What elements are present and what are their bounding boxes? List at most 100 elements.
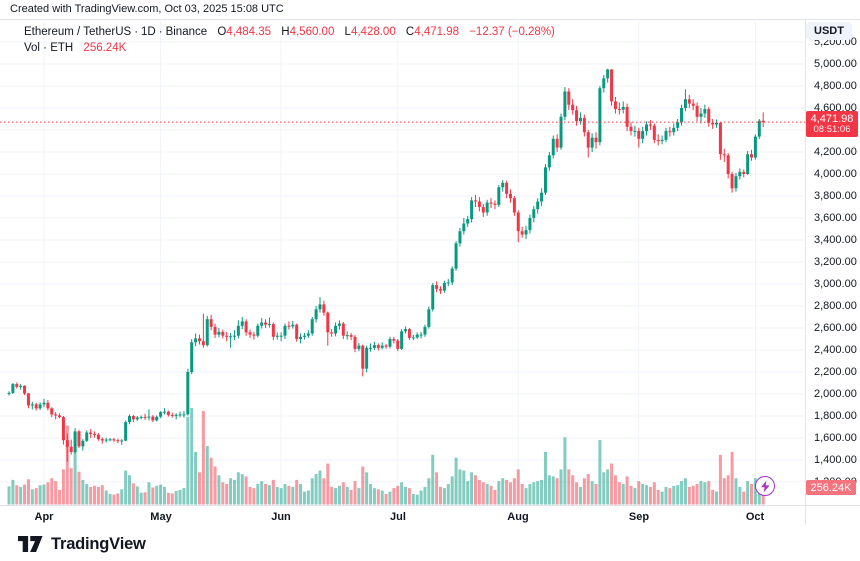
candle-wick <box>179 411 181 418</box>
volume-bar <box>458 469 462 505</box>
candle-body <box>69 446 73 453</box>
current-price-tag: 4,471.98 08:51:06 <box>806 111 858 137</box>
candle-body <box>707 109 711 123</box>
candle-body <box>26 393 30 406</box>
volume-bar <box>143 492 147 505</box>
flash-button[interactable] <box>755 476 775 496</box>
volume-bar <box>423 486 427 505</box>
volume-bar <box>594 484 598 505</box>
candle-body <box>559 116 563 148</box>
candle-body <box>575 110 579 122</box>
volume-bar <box>69 468 73 505</box>
candle-body <box>648 124 652 126</box>
candle-body <box>396 340 400 349</box>
candle-body <box>485 202 489 213</box>
volume-bar <box>742 491 746 505</box>
candle-body <box>30 404 34 406</box>
time-tick-label: Jul <box>390 511 406 523</box>
current-price-value: 4,471.98 <box>810 113 854 125</box>
volume-bar <box>734 478 738 505</box>
candle-body <box>124 422 128 441</box>
volume-bar <box>151 487 155 505</box>
volume-bar <box>155 485 159 505</box>
candle-body <box>598 88 602 143</box>
candle-body <box>625 106 629 127</box>
candle-body <box>750 154 754 158</box>
volume-bar <box>147 482 151 505</box>
chart-top-border <box>0 19 860 20</box>
volume-bar <box>715 491 719 505</box>
volume-bar <box>419 490 423 505</box>
candle-body <box>205 319 209 346</box>
price-tick-label: 3,600.00 <box>814 212 857 224</box>
volume-bar <box>100 485 104 505</box>
price-tick-label: 3,200.00 <box>814 256 857 268</box>
volume-bar <box>699 481 703 505</box>
volume-bar <box>61 469 65 505</box>
candle-body <box>450 268 454 283</box>
bar-countdown: 08:51:06 <box>813 124 851 135</box>
volume-bar <box>617 482 621 505</box>
candle-body <box>520 231 524 235</box>
candle-body <box>730 174 734 189</box>
volume-bar <box>547 475 551 505</box>
volume-study-title[interactable]: Vol · ETH <box>24 42 74 54</box>
candle-body <box>718 122 722 155</box>
volume-bar <box>753 478 757 505</box>
volume-bar <box>240 474 244 505</box>
tradingview-logo[interactable]: TradingView <box>18 534 146 554</box>
candle-body <box>470 200 474 220</box>
volume-bar <box>236 472 240 505</box>
candle-wick <box>280 332 282 342</box>
volume-bar <box>314 474 318 505</box>
candle-body <box>376 345 380 348</box>
volume-bar <box>474 475 477 505</box>
volume-bar <box>563 437 567 505</box>
volume-bar <box>357 488 361 505</box>
volume-bar <box>89 486 93 505</box>
price-tick-label: 1,400.00 <box>814 454 857 466</box>
volume-bar <box>50 478 54 505</box>
candle-body <box>746 154 750 174</box>
volume-bar <box>26 479 30 505</box>
volume-bar <box>322 478 326 505</box>
candle-body <box>462 223 466 232</box>
volume-bar <box>400 482 404 505</box>
volume-bar <box>139 492 143 505</box>
candle-body <box>621 106 625 110</box>
candle-body <box>524 230 528 235</box>
price-tick-label: 3,000.00 <box>814 278 857 290</box>
price-tick-label: 5,000.00 <box>814 58 857 70</box>
currency-toggle[interactable]: USDT <box>806 22 852 40</box>
candle-wick <box>144 413 146 420</box>
volume-bar <box>613 475 617 505</box>
volume-bar <box>738 486 742 505</box>
interval-label[interactable]: 1D <box>141 26 156 38</box>
volume-bar <box>625 476 629 505</box>
volume-bar <box>691 485 695 505</box>
candle-body <box>380 345 384 348</box>
volume-bar <box>353 481 357 505</box>
symbol-title[interactable]: Ethereum / TetherUS <box>24 26 132 38</box>
price-tick-label: 4,200.00 <box>814 146 857 158</box>
candle-body <box>617 109 621 111</box>
candle-body <box>159 412 163 417</box>
candle-body <box>279 335 283 337</box>
candle-body <box>201 341 205 346</box>
volume-bar <box>462 470 466 505</box>
volume-bar <box>543 451 547 505</box>
volume-bar <box>512 478 516 505</box>
volume-bar <box>730 451 734 505</box>
volume-bar <box>306 490 310 505</box>
volume-bar <box>209 457 213 505</box>
high-label: H <box>281 26 290 38</box>
candle-body <box>283 325 287 336</box>
volume-bar <box>629 485 633 505</box>
volume-study-value: 256.24K <box>83 42 127 54</box>
candle-body <box>656 139 660 141</box>
volume-bar <box>676 485 680 505</box>
price-tick-label: 2,200.00 <box>814 366 857 378</box>
candle-body <box>610 69 614 102</box>
candle-body <box>571 104 575 111</box>
